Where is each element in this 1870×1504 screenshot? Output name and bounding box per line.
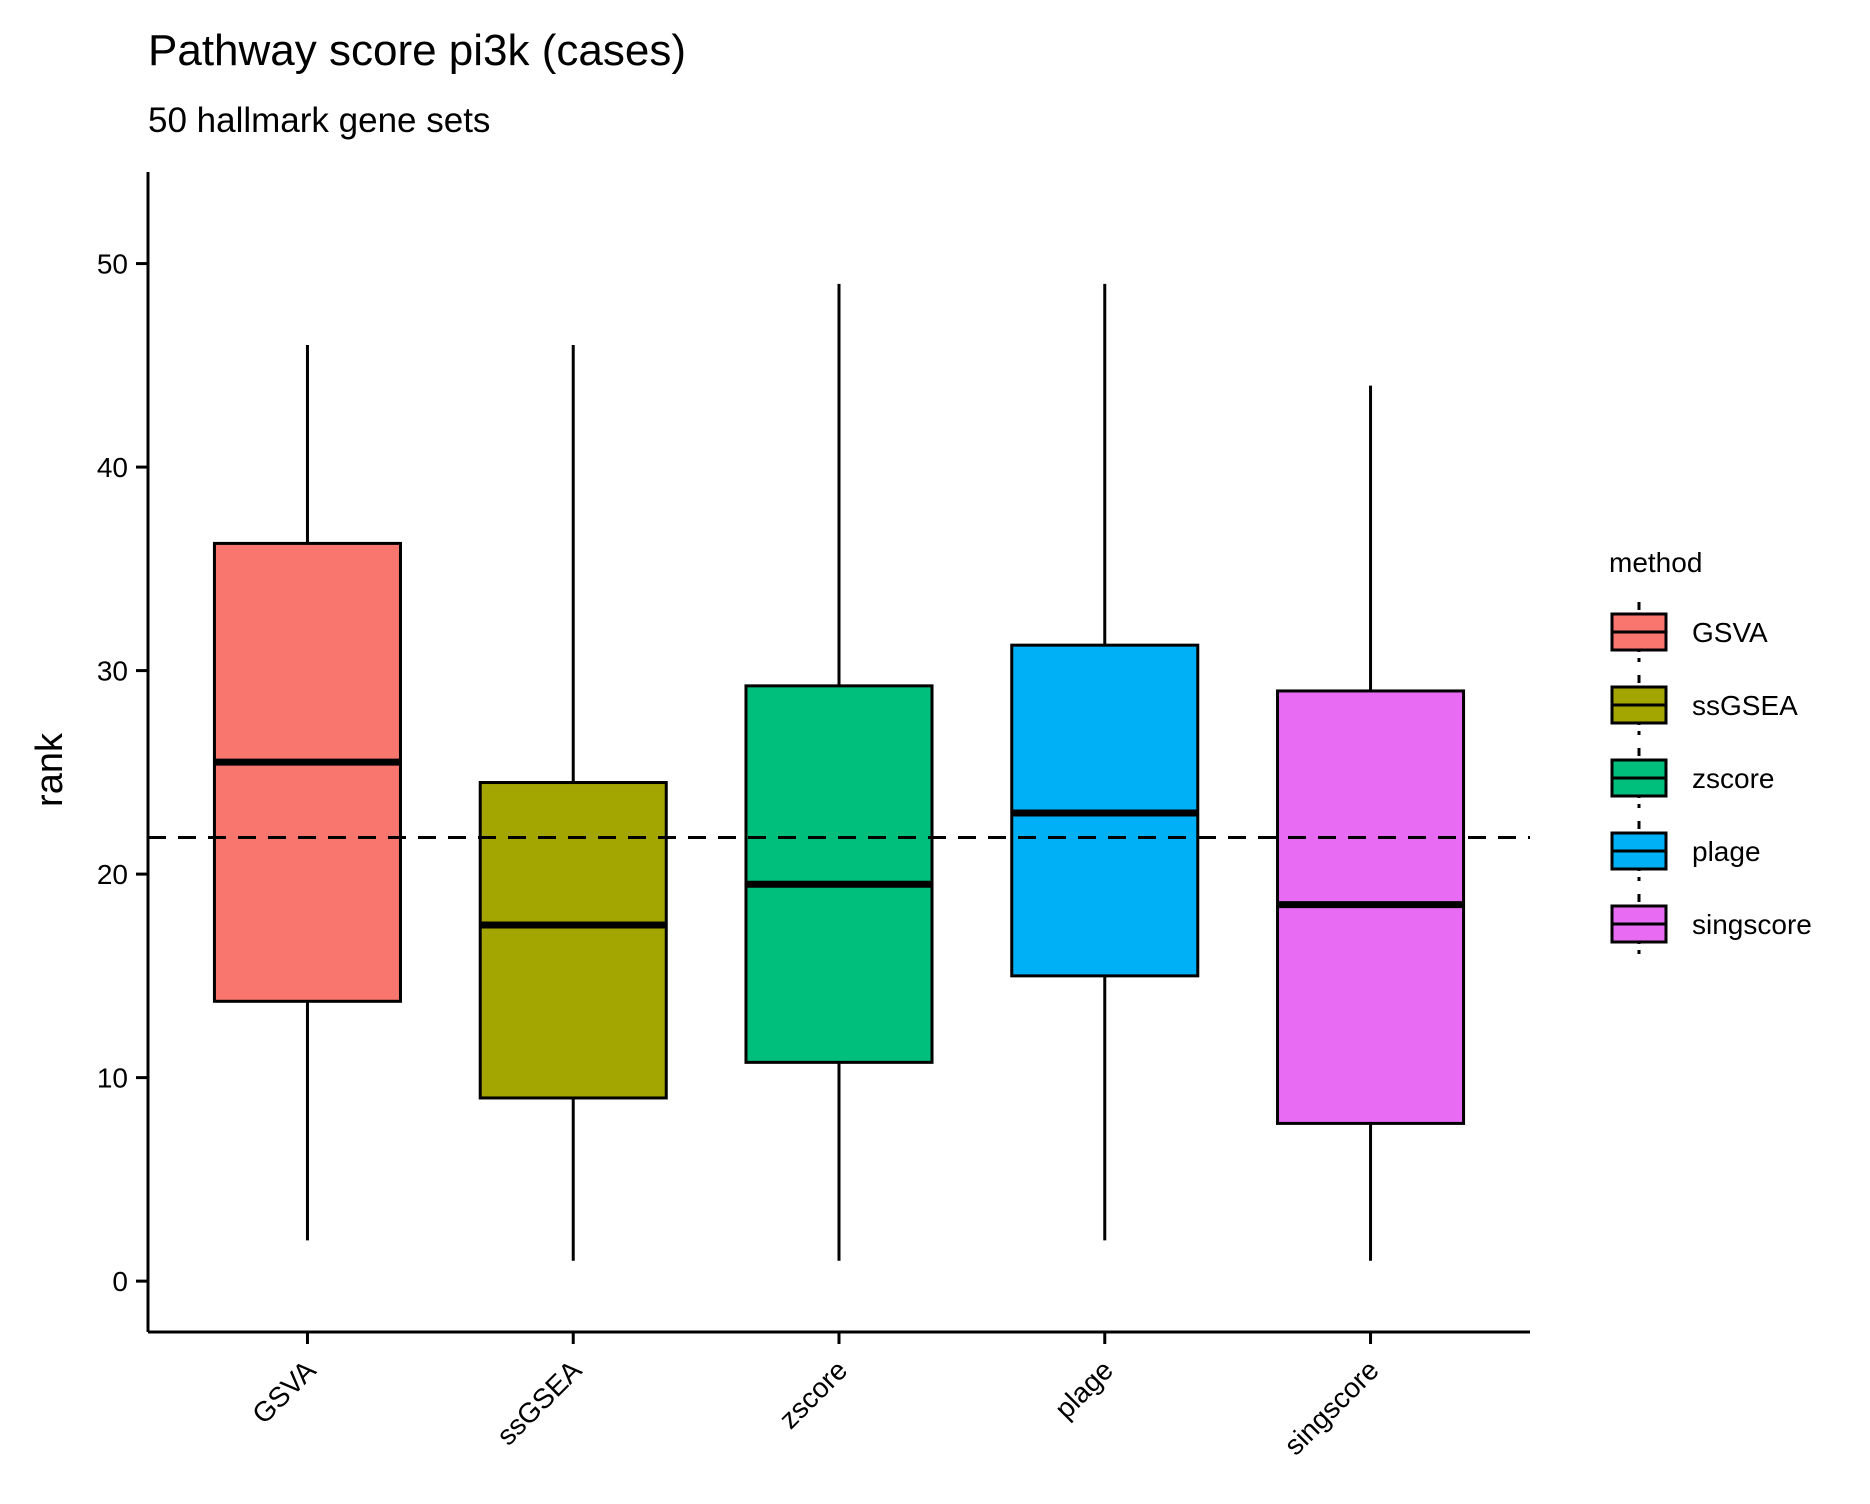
y-tick-label: 0	[112, 1266, 128, 1297]
legend-title: method	[1609, 547, 1702, 578]
x-tick-label-gsva: GSVA	[246, 1354, 322, 1430]
y-tick-label: 10	[97, 1063, 128, 1094]
legend-label: singscore	[1692, 909, 1812, 940]
legend-entry-zscore: zscore	[1610, 748, 1774, 808]
y-tick-label: 50	[97, 249, 128, 280]
legend-entry-singscore: singscore	[1610, 894, 1812, 954]
chart-subtitle: 50 hallmark gene sets	[148, 101, 490, 140]
x-tick-label-ssgsea: ssGSEA	[491, 1354, 588, 1451]
legend: method GSVA ssGSEA zscore plage singscore	[1609, 547, 1812, 954]
legend-label: plage	[1692, 836, 1761, 867]
chart-title: Pathway score pi3k (cases)	[148, 26, 686, 75]
legend-entry-plage: plage	[1610, 821, 1761, 881]
box-body	[478, 781, 668, 1100]
box-zscore	[744, 283, 934, 1261]
x-tick-label-zscore: zscore	[773, 1354, 853, 1434]
box-ssgsea	[478, 344, 668, 1261]
x-tick-label-singscore: singscore	[1278, 1354, 1385, 1461]
box-body	[744, 684, 934, 1064]
box-singscore	[1276, 385, 1466, 1261]
legend-label: GSVA	[1692, 617, 1768, 648]
box-body	[212, 541, 402, 1003]
y-axis-label: rank	[29, 732, 71, 807]
legend-label: ssGSEA	[1692, 690, 1798, 721]
legend-label: zscore	[1692, 763, 1774, 794]
x-tick-label-plage: plage	[1049, 1354, 1119, 1424]
y-tick-label: 20	[97, 859, 128, 890]
y-tick-label: 40	[97, 452, 128, 483]
box-gsva	[212, 344, 402, 1241]
plot-area: 0 10 20 30 40 50 GSVA ssGSEA zscore plage singscor…	[97, 172, 1530, 1461]
legend-entry-gsva: GSVA	[1610, 602, 1768, 662]
y-tick-label: 30	[97, 656, 128, 687]
box-plage	[1010, 283, 1200, 1241]
legend-entry-ssgsea: ssGSEA	[1610, 675, 1798, 735]
